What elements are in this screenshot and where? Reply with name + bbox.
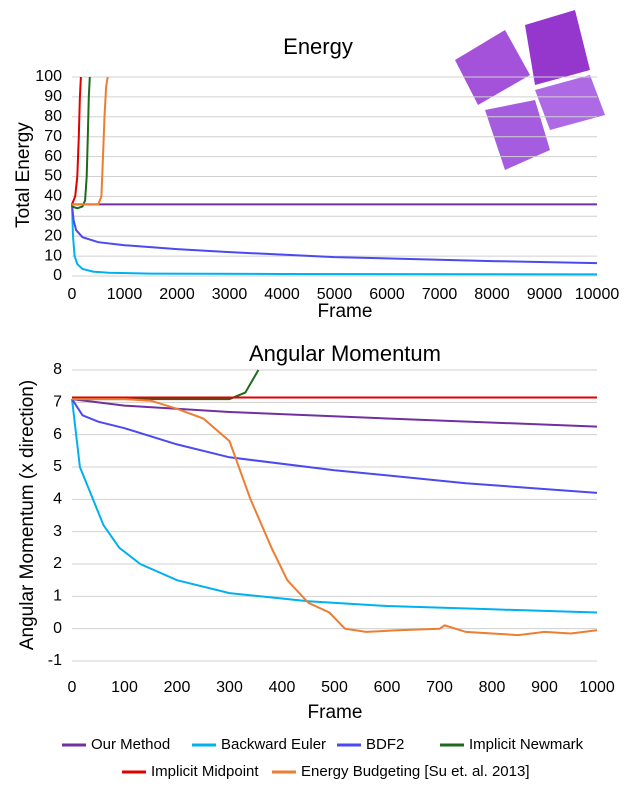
x-tick-label: 8000 (474, 286, 510, 303)
y-tick-label: 0 (53, 620, 62, 637)
y-tick-label: 6 (53, 426, 62, 443)
x-tick-label: 10000 (575, 286, 620, 303)
x-tick-label: 600 (374, 679, 401, 696)
y-tick-label: 10 (44, 247, 62, 264)
y-tick-label: 100 (35, 68, 62, 85)
series-line (72, 77, 81, 204)
y-axis-label: Angular Momentum (x direction) (17, 380, 38, 650)
y-tick-label: 8 (53, 361, 62, 378)
legend-label: BDF2 (366, 736, 404, 753)
y-tick-label: 1 (53, 588, 62, 605)
y-tick-label: 60 (44, 148, 62, 165)
x-tick-label: 100 (111, 679, 138, 696)
x-tick-label: 300 (216, 679, 243, 696)
x-tick-label: 4000 (264, 286, 300, 303)
legend-label: Backward Euler (221, 736, 326, 753)
series-line (72, 370, 258, 399)
x-tick-label: 500 (321, 679, 348, 696)
x-tick-label: 2000 (159, 286, 195, 303)
y-tick-label: 0 (53, 267, 62, 284)
legend-label: Energy Budgeting [Su et. al. 2013] (301, 763, 530, 780)
x-tick-label: 9000 (527, 286, 563, 303)
y-tick-label: 5 (53, 458, 62, 475)
x-tick-label: 3000 (212, 286, 248, 303)
x-axis-label: Frame (308, 702, 363, 723)
series-line (72, 204, 597, 263)
y-tick-label: 50 (44, 168, 62, 185)
y-tick-label: 80 (44, 108, 62, 125)
y-axis-label: Total Energy (13, 122, 34, 228)
y-tick-label: 7 (53, 394, 62, 411)
legend-label: Implicit Newmark (469, 736, 584, 753)
x-tick-label: 700 (426, 679, 453, 696)
y-tick-label: 20 (44, 227, 62, 244)
chart-title: Energy (283, 34, 353, 59)
series-line (72, 204, 597, 274)
x-tick-label: 800 (479, 679, 506, 696)
y-tick-label: 4 (53, 491, 62, 508)
y-tick-label: 40 (44, 188, 62, 205)
legend-label: Implicit Midpoint (151, 763, 259, 780)
y-tick-label: 3 (53, 523, 62, 540)
y-tick-label: 70 (44, 128, 62, 145)
series-line (72, 399, 597, 493)
x-tick-label: 1000 (107, 286, 143, 303)
x-tick-label: 0 (68, 286, 77, 303)
y-tick-label: -1 (48, 652, 62, 669)
cube-illustration (455, 10, 605, 170)
x-tick-label: 900 (531, 679, 558, 696)
chart-title: Angular Momentum (249, 341, 441, 366)
x-axis-label: Frame (318, 301, 373, 322)
x-tick-label: 400 (269, 679, 296, 696)
x-tick-label: 0 (68, 679, 77, 696)
y-tick-label: 90 (44, 88, 62, 105)
series-line (72, 399, 597, 427)
x-tick-label: 6000 (369, 286, 405, 303)
y-tick-label: 2 (53, 555, 62, 572)
figure: 0102030405060708090100010002000300040005… (0, 0, 644, 784)
y-tick-label: 30 (44, 208, 62, 225)
x-tick-label: 7000 (422, 286, 458, 303)
legend-label: Our Method (91, 736, 170, 753)
series-line (72, 399, 597, 612)
x-tick-label: 200 (164, 679, 191, 696)
x-tick-label: 1000 (579, 679, 615, 696)
